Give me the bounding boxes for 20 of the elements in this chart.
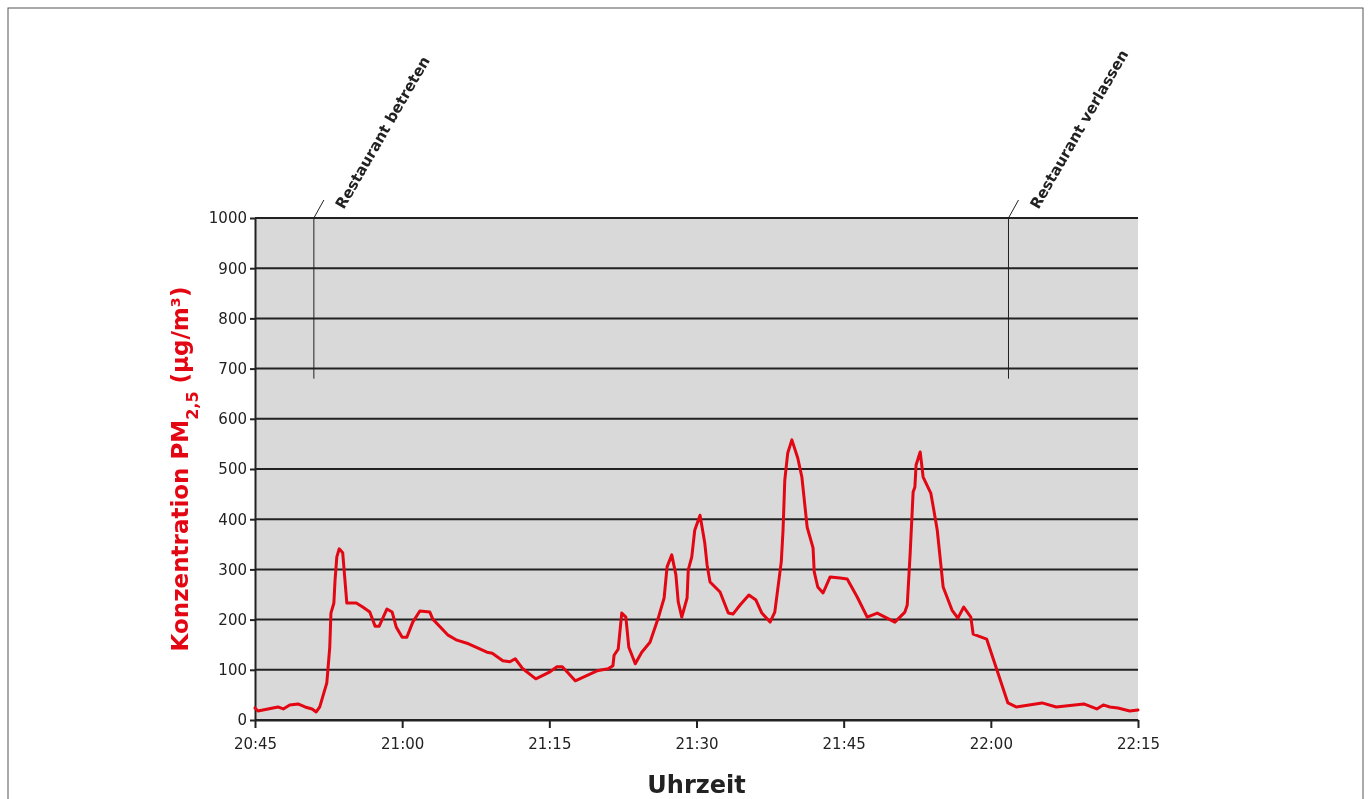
y-tick-label: 500 [218, 460, 247, 479]
y-tick-label: 200 [218, 610, 247, 629]
x-tick-label: 21:15 [528, 735, 572, 753]
y-tick-label: 700 [218, 359, 247, 378]
x-tick-label: 22:00 [969, 735, 1013, 753]
x-tick-label: 21:45 [822, 735, 866, 753]
y-tick-label: 400 [218, 510, 247, 529]
x-tick-label: 21:00 [381, 735, 425, 753]
x-tick-label: 20:45 [233, 735, 278, 753]
y-tick-label: 0 [237, 711, 247, 730]
y-tick-label: 800 [218, 309, 247, 328]
y-tick-label: 1000 [208, 209, 247, 228]
y-tick-label: 100 [218, 661, 247, 680]
y-tick-label: 300 [218, 560, 247, 579]
x-axis-title: Uhrzeit [647, 771, 746, 799]
y-tick-label: 600 [218, 410, 247, 429]
y-tick-label: 900 [218, 259, 247, 278]
x-tick-label: 22:15 [1116, 735, 1161, 753]
line-series [253, 438, 1140, 714]
x-tick-label: 21:30 [675, 735, 719, 753]
